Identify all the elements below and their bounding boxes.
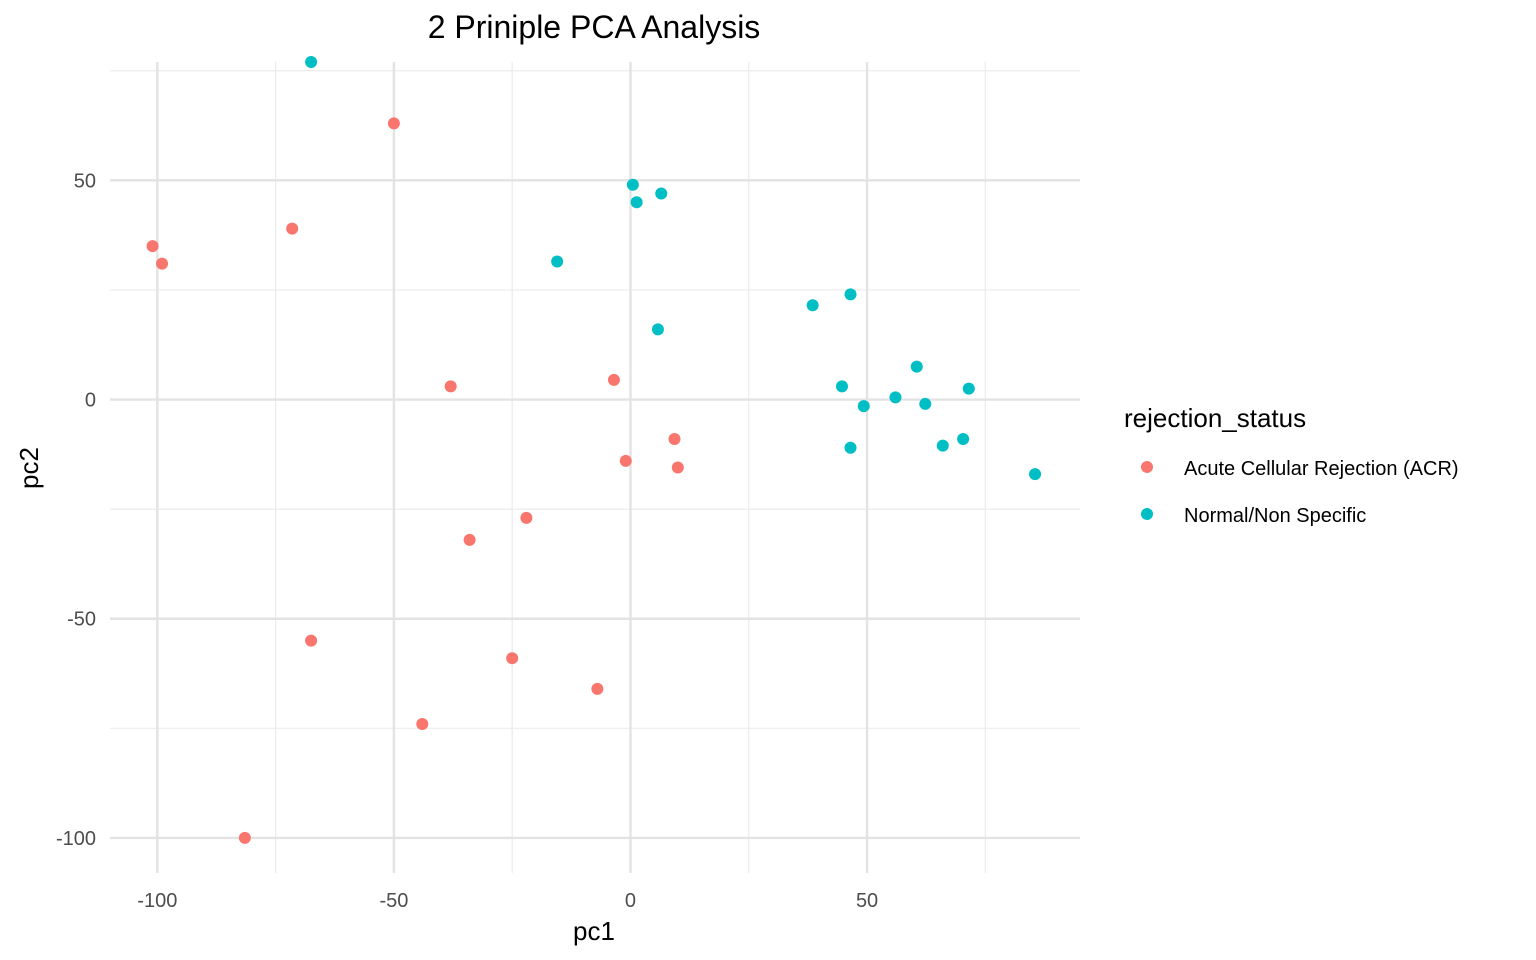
data-points: [146, 56, 1042, 844]
acr-point: [387, 117, 400, 130]
acr-point: [156, 257, 169, 270]
normal-point: [957, 433, 970, 446]
acr-point: [591, 682, 604, 695]
legend-items: Acute Cellular Rejection (ACR) Normal/Non…: [1141, 458, 1459, 527]
acr-point: [305, 634, 318, 647]
normal-point: [962, 382, 975, 395]
gridlines: [110, 62, 1080, 873]
normal-point: [844, 441, 857, 454]
acr-point: [607, 373, 620, 386]
x-tick-label: -100: [137, 890, 177, 912]
acr-point: [671, 461, 684, 474]
acr-point: [146, 240, 159, 253]
normal-point: [936, 439, 949, 452]
y-tick-label: -50: [67, 609, 96, 631]
legend-key: [1141, 461, 1153, 473]
legend-key: [1141, 508, 1153, 520]
legend: rejection_status Acute Cellular Rejectio…: [1124, 403, 1459, 527]
y-axis-ticks: -100 -50 0 50: [56, 170, 96, 850]
x-tick-label: -50: [379, 890, 408, 912]
y-tick-label: 0: [85, 390, 96, 412]
acr-point: [286, 222, 299, 235]
acr-point: [238, 831, 251, 844]
y-axis-title: pc2: [14, 447, 44, 489]
normal-point: [651, 323, 664, 336]
acr-point: [444, 380, 457, 393]
normal-point: [910, 360, 923, 373]
legend-label: Acute Cellular Rejection (ACR): [1184, 458, 1459, 480]
normal-point: [844, 288, 857, 301]
acr-point: [506, 652, 519, 665]
acr-point: [668, 433, 681, 446]
x-axis-title: pc1: [573, 916, 615, 946]
acr-point: [416, 717, 429, 730]
normal-point: [835, 380, 848, 393]
normal-point: [919, 397, 932, 410]
x-tick-label: 0: [625, 890, 636, 912]
normal-point: [551, 255, 564, 268]
x-tick-label: 50: [856, 890, 878, 912]
normal-point: [655, 187, 668, 200]
acr-point: [520, 511, 533, 524]
legend-title: rejection_status: [1124, 403, 1306, 433]
normal-point: [806, 299, 819, 312]
normal-point: [630, 196, 643, 209]
acr-point: [619, 454, 632, 467]
normal-point: [626, 178, 639, 191]
legend-label: Normal/Non Specific: [1184, 505, 1366, 527]
normal-point: [1029, 468, 1042, 481]
y-tick-label: -100: [56, 828, 96, 850]
normal-point: [305, 56, 318, 68]
chart-title: 2 Priniple PCA Analysis: [428, 9, 761, 45]
x-axis-ticks: -100 -50 0 50: [137, 890, 878, 912]
normal-point: [889, 391, 902, 404]
acr-point: [463, 533, 476, 546]
y-tick-label: 50: [74, 170, 96, 192]
normal-point: [857, 400, 870, 413]
